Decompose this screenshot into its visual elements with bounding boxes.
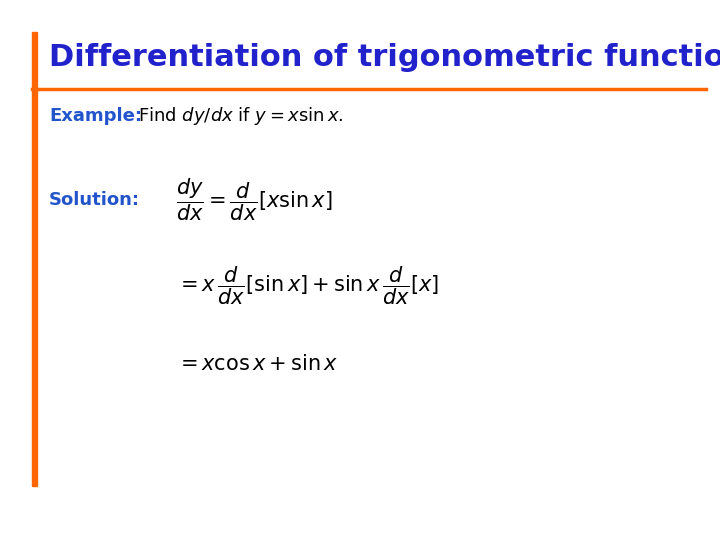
Text: Solution:: Solution: bbox=[49, 191, 140, 209]
Text: $= x \cos x + \sin x$: $= x \cos x + \sin x$ bbox=[176, 354, 338, 375]
Text: Differentiation of trigonometric functions: Differentiation of trigonometric functio… bbox=[49, 43, 720, 72]
Text: $= x\,\dfrac{d}{dx}[\sin x] + \sin x\,\dfrac{d}{dx}[x]$: $= x\,\dfrac{d}{dx}[\sin x] + \sin x\,\d… bbox=[176, 265, 440, 307]
Text: Find $dy/dx$ if $y = x \sin x.$: Find $dy/dx$ if $y = x \sin x.$ bbox=[138, 105, 343, 127]
Text: $\dfrac{dy}{dx} = \dfrac{d}{dx}[x \sin x]$: $\dfrac{dy}{dx} = \dfrac{d}{dx}[x \sin x… bbox=[176, 177, 333, 223]
Text: Example:: Example: bbox=[49, 107, 142, 125]
